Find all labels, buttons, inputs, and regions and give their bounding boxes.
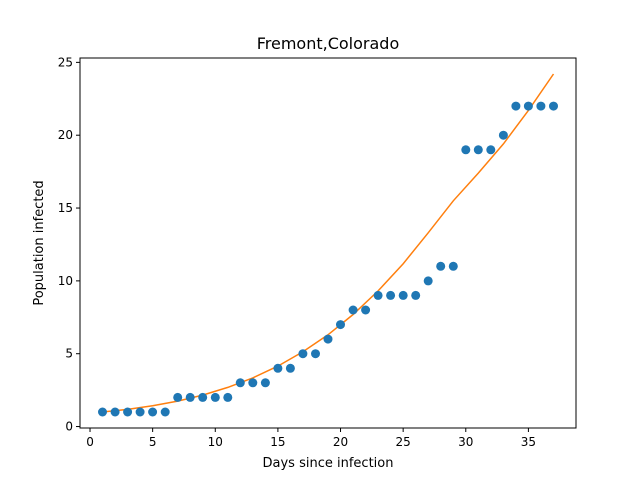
- y-tick-label: 20: [58, 128, 73, 142]
- data-point: [536, 101, 546, 111]
- y-tick-label: 25: [58, 55, 73, 69]
- data-point: [135, 407, 145, 417]
- data-point: [198, 392, 208, 402]
- data-point: [185, 392, 195, 402]
- y-tick-label: 10: [58, 274, 73, 288]
- plot-area: [98, 73, 558, 417]
- data-point: [498, 130, 508, 140]
- chart-title: Fremont,Colorado: [257, 34, 400, 53]
- data-point: [436, 261, 446, 271]
- x-tick-label: 20: [333, 435, 348, 449]
- data-point: [323, 334, 333, 344]
- data-point: [248, 378, 258, 388]
- x-tick-label: 35: [521, 435, 536, 449]
- x-tick-label: 30: [458, 435, 473, 449]
- data-point: [549, 101, 558, 111]
- data-point: [173, 392, 183, 402]
- data-point: [260, 378, 270, 388]
- data-point: [361, 305, 371, 315]
- data-point: [373, 290, 383, 300]
- data-point: [461, 145, 471, 155]
- data-point: [110, 407, 120, 417]
- y-axis-label: Population infected: [32, 180, 47, 305]
- data-point: [160, 407, 170, 417]
- data-point: [298, 349, 308, 359]
- y-axis: 0 5 10 15 20 25: [58, 55, 80, 434]
- data-point: [473, 145, 483, 155]
- data-point: [486, 145, 496, 155]
- data-point: [511, 101, 521, 111]
- axes-frame: [79, 57, 577, 429]
- data-point: [398, 290, 408, 300]
- y-tick-label: 5: [65, 347, 73, 361]
- y-tick-label: 0: [65, 420, 73, 434]
- data-point: [123, 407, 133, 417]
- data-point: [348, 305, 358, 315]
- data-point: [210, 392, 220, 402]
- data-point: [411, 290, 421, 300]
- data-point: [523, 101, 533, 111]
- data-point: [423, 276, 433, 286]
- data-point: [336, 320, 345, 330]
- data-point: [98, 407, 107, 417]
- x-tick-label: 15: [270, 435, 285, 449]
- data-point: [273, 363, 283, 373]
- x-tick-label: 0: [86, 435, 94, 449]
- data-point: [448, 261, 458, 271]
- data-point: [223, 392, 233, 402]
- y-tick-label: 15: [58, 201, 73, 215]
- x-tick-label: 5: [149, 435, 157, 449]
- data-point: [235, 378, 245, 388]
- data-point: [285, 363, 295, 373]
- data-point: [148, 407, 158, 417]
- x-tick-label: 25: [396, 435, 411, 449]
- x-axis-label: Days since infection: [263, 456, 394, 471]
- data-point: [311, 349, 320, 359]
- x-axis: 0 5 10 15 20 25 30 35: [86, 428, 536, 449]
- data-point: [386, 290, 396, 300]
- x-tick-label: 10: [208, 435, 223, 449]
